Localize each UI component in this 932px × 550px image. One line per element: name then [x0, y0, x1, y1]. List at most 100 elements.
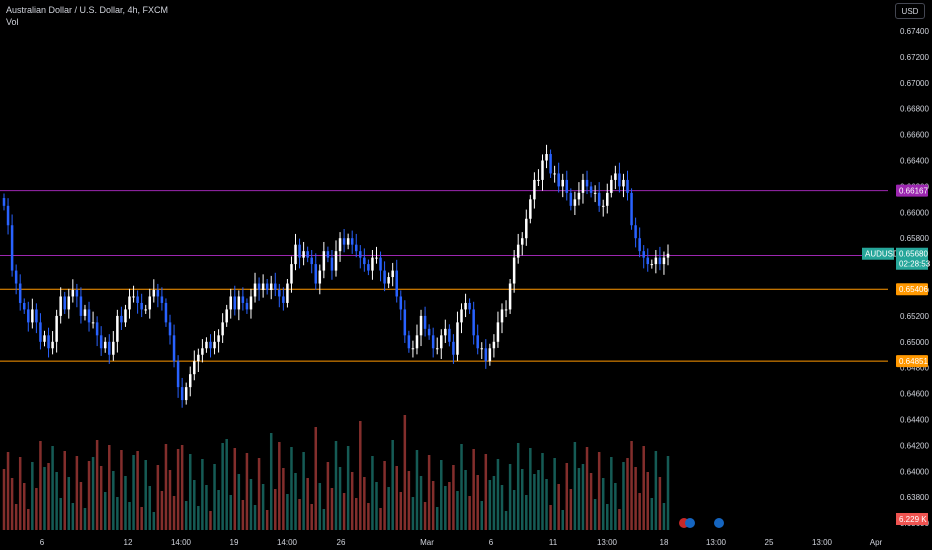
candle-body: [480, 348, 484, 350]
candle-body: [354, 244, 358, 252]
candle-body: [464, 302, 467, 310]
volume-bar: [51, 446, 54, 530]
horizontal-levels[interactable]: [0, 190, 888, 362]
candle-body: [537, 179, 540, 181]
volume-bar: [197, 506, 200, 530]
candle-body: [500, 309, 504, 323]
volume-bar: [395, 466, 398, 530]
volume-bar: [423, 502, 427, 530]
candle-body: [79, 296, 83, 316]
volume-bar: [294, 473, 297, 530]
volume-bar: [221, 443, 224, 530]
candle-body: [35, 309, 38, 323]
candle-body: [67, 296, 71, 310]
volume-bar: [658, 477, 662, 530]
volume-bar: [585, 447, 589, 530]
candle-body: [201, 348, 204, 355]
volume-bar: [103, 492, 107, 530]
time-tick: 11: [549, 538, 558, 547]
volume-bar: [597, 452, 601, 530]
volume-bar: [6, 452, 10, 530]
candle-body: [407, 335, 411, 349]
candle-body: [298, 244, 301, 258]
volume-bar: [476, 475, 479, 530]
level-badge-label: 0.65406: [899, 285, 928, 294]
volume-bar: [172, 496, 176, 530]
volume-bar: [500, 485, 504, 530]
volume-bar: [39, 441, 42, 530]
volume-bar: [140, 507, 143, 530]
currency-button[interactable]: USD: [895, 3, 925, 19]
volume-bar: [614, 483, 617, 530]
candle-body: [310, 257, 313, 265]
volume-bar: [99, 466, 103, 530]
volume-bar: [508, 464, 512, 530]
volume-bar: [176, 449, 180, 530]
candle-body: [350, 238, 354, 245]
candle-body: [569, 192, 573, 206]
event-us-icon[interactable]: [685, 518, 695, 528]
candle-body: [545, 154, 548, 161]
candle-body: [245, 302, 249, 310]
candle-body: [184, 387, 188, 401]
time-tick: 26: [337, 538, 346, 547]
volume-bar: [249, 479, 253, 530]
volume-bar: [310, 504, 313, 530]
economic-events[interactable]: [679, 518, 724, 528]
candle-body: [666, 253, 670, 258]
volume-bar: [71, 503, 75, 530]
candle-body: [160, 296, 164, 303]
volume-bar: [488, 480, 492, 530]
volume-bar: [549, 505, 552, 530]
volume-bar: [67, 477, 71, 530]
time-tick: 14:00: [171, 538, 192, 547]
time-axis[interactable]: 6 12 14:00 19 14:00 26 Mar 6 11 13:00 18 13:00 25 13:…: [40, 538, 883, 547]
volume-bar: [265, 510, 269, 530]
candle-body: [387, 277, 390, 284]
candle-body: [549, 154, 552, 174]
candle-body: [55, 315, 58, 342]
volume-bar: [606, 504, 609, 530]
time-tick: Mar: [420, 538, 434, 547]
candle-body: [168, 322, 172, 336]
volume-bar: [557, 484, 560, 530]
event-us-icon-2[interactable]: [714, 518, 724, 528]
volume-bar: [569, 489, 573, 530]
volume-bar: [601, 478, 605, 530]
candle-body: [622, 179, 625, 187]
price-axis[interactable]: 0.67400 0.67200 0.67000 0.66800 0.66600 0.664…: [900, 27, 929, 528]
volume-bar: [456, 491, 459, 530]
price-tick: 0.67000: [900, 79, 929, 88]
candle-body: [508, 283, 512, 310]
candle-body: [512, 257, 516, 284]
volume-bar: [108, 445, 111, 530]
price-tick: 0.66400: [900, 157, 929, 166]
candle-body: [112, 341, 115, 355]
volume-bar: [403, 415, 407, 530]
candle-body: [286, 283, 289, 303]
candle-body: [18, 283, 22, 303]
volume-bar: [314, 427, 318, 530]
candle-body: [334, 251, 338, 271]
price-tick: 0.64600: [900, 390, 929, 399]
volume-bar: [59, 498, 62, 530]
candle-body: [338, 238, 342, 252]
price-tick: 0.65800: [900, 234, 929, 243]
volume-bar: [298, 499, 301, 530]
volume-bar: [112, 471, 115, 530]
volume-bar: [257, 458, 261, 530]
candle-body: [103, 341, 107, 349]
volume-bar: [326, 462, 330, 530]
candle-body: [253, 283, 257, 297]
candle-body: [172, 335, 176, 362]
candle-body: [646, 257, 650, 265]
volume-bar: [120, 450, 123, 530]
candle-body: [634, 225, 637, 239]
volume-bar: [654, 451, 658, 530]
candle-body: [237, 296, 241, 310]
chart-title: Australian Dollar / U.S. Dollar, 4h, FXC…: [6, 5, 169, 15]
candle-body: [525, 218, 528, 239]
volume-bar: [565, 463, 569, 530]
candle-body: [140, 302, 143, 310]
